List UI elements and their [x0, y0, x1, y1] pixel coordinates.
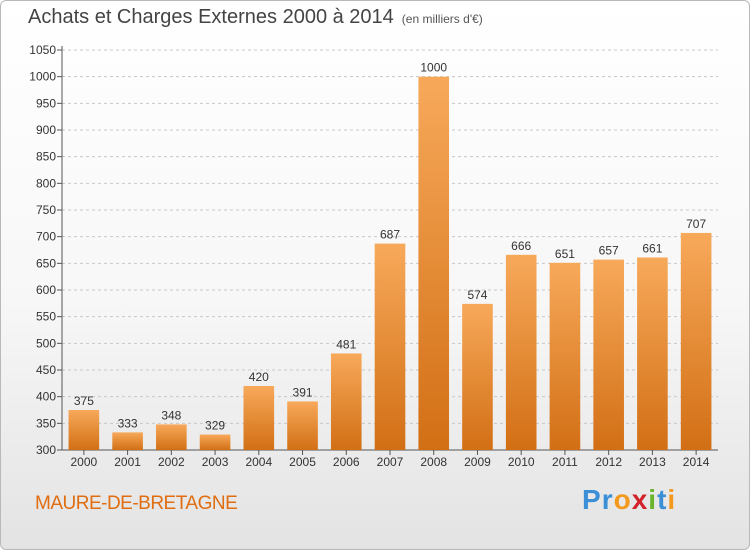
logo-letter: x [631, 484, 649, 515]
bar-value-label: 657 [599, 244, 619, 258]
commune-name: MAURE-DE-BRETAGNE [35, 493, 238, 514]
y-tick-label: 450 [36, 363, 56, 377]
x-tick-label: 2007 [377, 455, 404, 469]
logo-letter: i [667, 484, 677, 515]
y-tick-label: 800 [36, 176, 56, 190]
title-text: Achats et Charges Externes 2000 à 2014 [28, 6, 394, 28]
bar-value-label: 391 [293, 385, 313, 399]
x-tick-label: 2006 [333, 455, 360, 469]
bar [418, 76, 450, 451]
bar [374, 243, 406, 450]
x-tick-label: 2012 [595, 455, 622, 469]
y-tick-label: 500 [36, 336, 56, 350]
x-tick-label: 2014 [683, 455, 710, 469]
bar-value-label: 1000 [420, 61, 447, 75]
bar [68, 410, 100, 450]
y-tick-label: 650 [36, 256, 56, 270]
x-tick-label: 2004 [245, 455, 272, 469]
y-tick-label: 550 [36, 310, 56, 324]
bar-value-label: 707 [686, 217, 706, 231]
bar-value-label: 348 [161, 408, 181, 422]
y-tick-label: 300 [36, 443, 56, 457]
bar-value-label: 651 [555, 247, 575, 261]
bar-value-label: 666 [511, 239, 531, 253]
logo-letter: i [648, 484, 658, 515]
bar [593, 259, 624, 450]
y-tick-label: 600 [36, 283, 56, 297]
logo-letter: t [657, 484, 668, 515]
x-tick-label: 2000 [71, 455, 98, 469]
bar [112, 432, 143, 450]
bar-value-label: 687 [380, 228, 400, 242]
x-tick-label: 2002 [158, 455, 185, 469]
y-tick-label: 400 [36, 390, 56, 404]
y-tick-label: 350 [36, 416, 56, 430]
x-tick-label: 2001 [114, 455, 141, 469]
chart-subtitle: (en milliers d'€) [401, 12, 483, 26]
y-tick-label: 900 [36, 123, 56, 137]
logo-letter: P [582, 484, 602, 515]
x-tick-label: 2011 [552, 455, 578, 469]
bar-value-label: 333 [118, 416, 138, 430]
bar [330, 353, 362, 450]
y-tick-label: 1050 [29, 43, 56, 57]
x-tick-label: 2008 [420, 455, 447, 469]
x-tick-label: 2013 [639, 455, 666, 469]
x-tick-label: 2009 [464, 455, 491, 469]
axes: 300 350 400 450 500 550 600 650 700 750 800 850 900 9… [29, 43, 718, 469]
bar [287, 401, 318, 450]
y-tick-label: 950 [36, 96, 56, 110]
y-tick-label: 750 [36, 203, 56, 217]
y-tick-label: 1000 [29, 70, 56, 84]
y-tick-label: 700 [36, 230, 56, 244]
bar [505, 254, 537, 450]
bars [68, 76, 712, 451]
bar-value-label: 481 [336, 337, 356, 351]
bar [199, 434, 231, 450]
bar [637, 257, 668, 450]
bar-value-label: 375 [74, 394, 94, 408]
chart-title: Achats et Charges Externes 2000 à 2014 (e… [28, 6, 483, 29]
bar-value-label: 420 [249, 370, 269, 384]
logo-letter: o [613, 484, 632, 515]
x-tick-label: 2005 [289, 455, 316, 469]
logo-letter: r [601, 484, 614, 515]
value-labels: 375 333 348 329 420 391 481 687 1000 574 666 651 657… [74, 61, 707, 433]
bar [243, 386, 275, 450]
bar [156, 424, 187, 450]
y-tick-label: 850 [36, 150, 56, 164]
proxiti-logo: Proxiti [582, 484, 676, 516]
bar-value-label: 329 [205, 419, 225, 433]
bar [462, 303, 493, 450]
bar-value-label: 661 [642, 241, 662, 255]
bar [549, 262, 581, 450]
bar [680, 232, 712, 450]
x-tick-label: 2003 [202, 455, 229, 469]
bar-value-label: 574 [467, 288, 487, 302]
x-tick-label: 2010 [508, 455, 535, 469]
